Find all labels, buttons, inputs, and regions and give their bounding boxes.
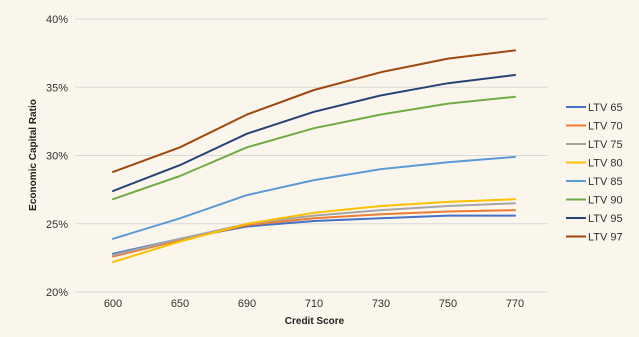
legend-item: LTV 85 [566, 176, 623, 188]
y-tick-label: 30% [46, 151, 68, 163]
legend: LTV 65 LTV 70 LTV 75 LTV 80 LTV 85 LTV 90 LTV … [566, 102, 623, 244]
series-line-ltv-70 [112, 209, 516, 258]
legend-label: LTV 80 [588, 158, 623, 170]
y-tick-label: 40% [46, 14, 68, 26]
series-line-ltv-95 [112, 74, 516, 192]
x-axis-title: Credit Score [285, 316, 345, 327]
y-axis-title: Economic Capital Ratio [28, 99, 39, 211]
legend-label: LTV 97 [588, 232, 623, 244]
x-tick-label: 770 [506, 298, 524, 310]
legend-item: LTV 97 [566, 232, 623, 244]
legend-label: LTV 65 [588, 102, 623, 114]
legend-item: LTV 75 [566, 139, 623, 151]
legend-item: LTV 95 [566, 213, 623, 225]
y-tick-label: 35% [46, 82, 68, 94]
series-line-ltv-75 [112, 202, 516, 257]
legend-item: LTV 70 [566, 121, 623, 133]
legend-item: LTV 90 [566, 195, 623, 207]
x-tick-label: 650 [171, 298, 189, 310]
y-tick-labels: 20% 25% 30% 35% 40% [46, 14, 68, 299]
x-tick-labels: 600 650 690 710 730 750 770 [104, 298, 524, 310]
x-tick-label: 750 [439, 298, 457, 310]
x-tick-label: 710 [305, 298, 323, 310]
series-line-ltv-90 [112, 95, 516, 201]
legend-label: LTV 90 [588, 195, 623, 207]
series-line-ltv-97 [112, 49, 516, 173]
legend-item: LTV 65 [566, 102, 623, 114]
series-line-ltv-85 [112, 155, 516, 240]
legend-item: LTV 80 [566, 158, 623, 170]
y-tick-label: 20% [46, 287, 68, 299]
x-tick-label: 690 [238, 298, 256, 310]
series-lines [112, 49, 516, 263]
x-tick-label: 600 [104, 298, 122, 310]
y-tick-label: 25% [46, 219, 68, 231]
legend-label: LTV 85 [588, 176, 623, 188]
grid-lines [75, 18, 548, 293]
series-line-ltv-80 [112, 198, 516, 263]
x-tick-label: 730 [372, 298, 390, 310]
legend-label: LTV 70 [588, 121, 623, 133]
legend-label: LTV 75 [588, 139, 623, 151]
legend-label: LTV 95 [588, 213, 623, 225]
